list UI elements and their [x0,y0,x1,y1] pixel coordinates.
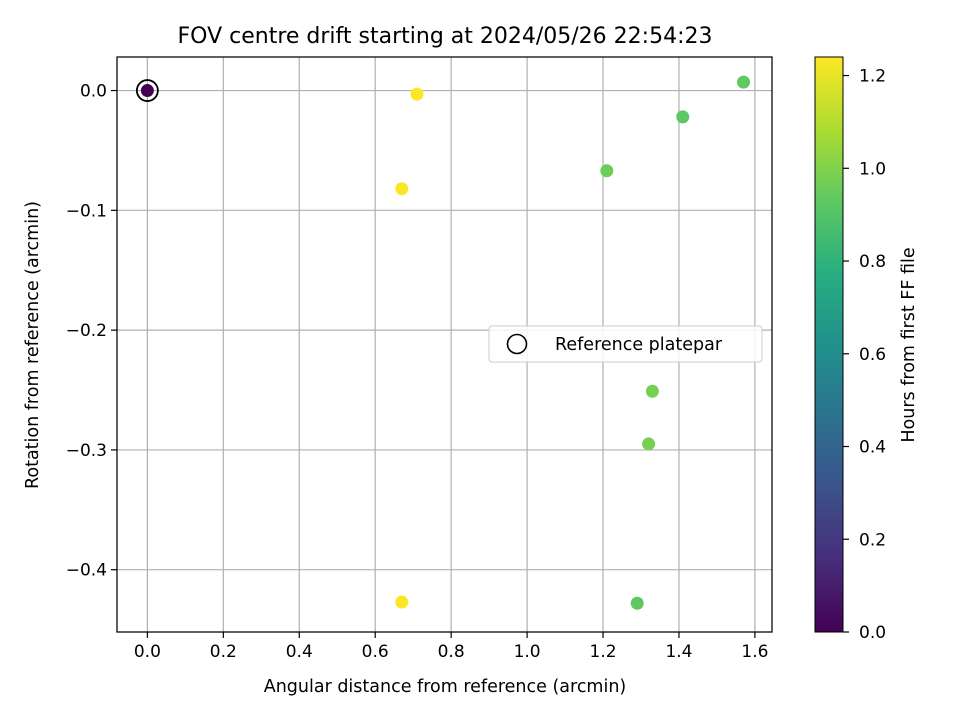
chart-title: FOV centre drift starting at 2024/05/26 … [178,24,713,49]
x-tick-label: 1.0 [514,642,541,662]
colorbar-tick-label: 0.4 [859,438,886,458]
scatter-points [135,75,751,610]
y-tick-label: −0.1 [66,201,107,221]
colorbar-tick-label: 0.0 [859,623,886,643]
data-point [395,182,409,196]
data-point [630,596,644,610]
colorbar-ticks: 0.0 0.2 0.4 0.6 0.8 1.0 1.2 [843,67,886,643]
colorbar-tick-label: 0.6 [859,345,886,365]
y-axis-label: Rotation from reference (arcmin) [23,201,43,489]
x-tick-label: 1.2 [590,642,617,662]
colorbar-tick-label: 0.8 [859,252,886,272]
reference-marker [135,79,159,102]
data-point [600,164,614,178]
x-tick-label: 1.6 [741,642,768,662]
y-tick-label: −0.3 [66,441,107,461]
y-tick-label: −0.4 [66,561,107,581]
x-tick-label: 1.4 [665,642,692,662]
x-axis-label: Angular distance from reference (arcmin) [264,677,627,697]
x-tick-label: 0.4 [286,642,313,662]
data-point [140,84,154,98]
colorbar-tick-label: 0.2 [859,530,886,550]
x-axis-ticks: 0.0 0.2 0.4 0.6 0.8 1.0 1.2 1.4 1.6 [134,632,768,662]
x-tick-label: 0.0 [134,642,161,662]
y-axis-ticks: 0.0 −0.1 −0.2 −0.3 −0.4 [66,82,117,581]
legend: Reference platepar [488,325,763,363]
x-tick-label: 0.6 [362,642,389,662]
data-point [645,384,659,398]
colorbar [814,56,844,633]
colorbar-tick-label: 1.0 [859,159,886,179]
legend-marker-reference [506,333,528,355]
y-tick-label: −0.2 [66,321,107,341]
data-point [676,110,690,124]
x-tick-label: 0.8 [438,642,465,662]
data-point [395,595,409,609]
y-tick-label: 0.0 [80,82,107,102]
x-tick-label: 0.2 [210,642,237,662]
data-point [410,87,424,101]
legend-label-reference: Reference platepar [555,335,723,355]
colorbar-label: Hours from first FF file [899,247,919,442]
legend-box [488,325,763,363]
data-point [642,437,656,451]
plot-frame [116,56,773,633]
colorbar-tick-label: 1.2 [859,67,886,87]
data-point [737,75,751,89]
